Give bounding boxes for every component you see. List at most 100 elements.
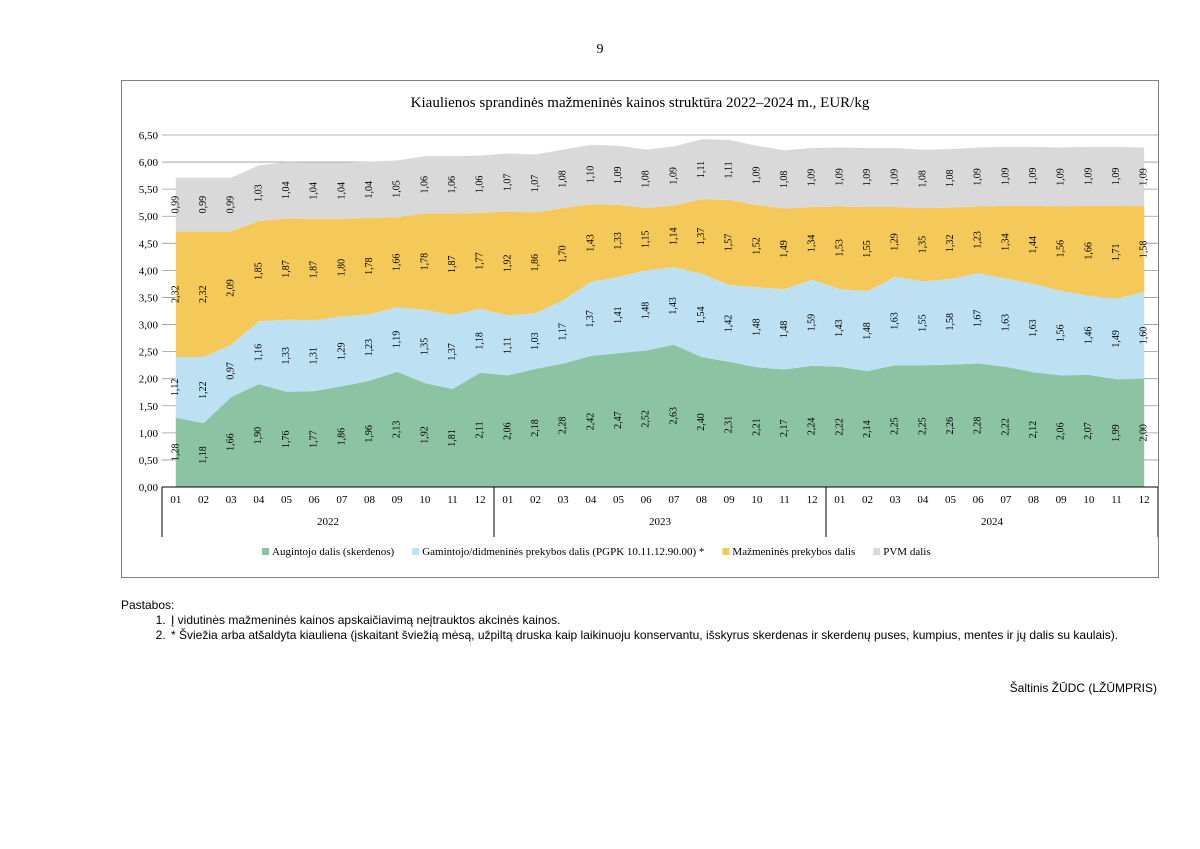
data-label: 1,63 — [1028, 319, 1039, 337]
data-label: 1,87 — [447, 255, 458, 273]
x-tick-label: 09 — [392, 494, 404, 506]
data-label: 1,06 — [447, 176, 458, 194]
source-note: Šaltinis ŽŪDC (LŽŪMPRIS) — [1009, 681, 1157, 695]
data-label: 2,06 — [502, 422, 513, 440]
data-label: 1,04 — [364, 181, 375, 199]
x-tick-label: 06 — [309, 494, 321, 506]
data-label: 1,63 — [1000, 314, 1011, 332]
data-label: 1,33 — [281, 347, 292, 365]
data-label: 1,66 — [226, 433, 237, 451]
data-label: 1,85 — [253, 262, 264, 280]
y-tick-label: 6,00 — [139, 157, 159, 169]
area-series-3 — [175, 199, 1145, 357]
data-label: 1,77 — [475, 252, 486, 270]
data-label: 2,13 — [392, 421, 403, 439]
x-tick-label: 06 — [973, 494, 985, 506]
data-label: 1,70 — [558, 245, 569, 263]
data-label-layer: 1,28 1,18 1,66 1,90 1,76 1,77 1,86 1,96 2,13 1,92… — [170, 161, 1149, 464]
legend-label: Gamintojo/didmeninės prekybos dalis (PGP… — [422, 546, 704, 558]
data-label: 2,25 — [917, 417, 928, 435]
data-label: 1,33 — [613, 232, 624, 250]
data-label: 1,48 — [862, 322, 873, 340]
data-label: 1,63 — [890, 312, 901, 330]
x-tick-label: 12 — [1139, 494, 1150, 506]
data-label: 1,78 — [364, 257, 375, 275]
data-label: 1,66 — [1083, 242, 1094, 260]
data-label: 1,37 — [447, 343, 458, 361]
x-tick-label: 11 — [447, 494, 458, 506]
data-label: 1,23 — [973, 231, 984, 249]
x-tick-label: 08 — [364, 494, 376, 506]
x-tick-label: 09 — [724, 494, 736, 506]
x-tick-label: 11 — [1111, 494, 1122, 506]
data-label: 1,37 — [696, 228, 707, 246]
data-label: 1,76 — [281, 431, 292, 449]
x-tick-label: 01 — [170, 494, 181, 506]
x-tick-label: 01 — [834, 494, 845, 506]
data-label: 0,99 — [226, 196, 237, 214]
data-label: 1,32 — [945, 235, 956, 253]
data-label: 1,11 — [502, 337, 513, 354]
data-label: 2,25 — [890, 417, 901, 435]
area-series-1 — [175, 344, 1145, 487]
data-label: 1,09 — [613, 167, 624, 185]
data-label: 0,97 — [226, 362, 237, 380]
x-tick-label: 02 — [198, 494, 209, 506]
data-label: 1,66 — [392, 254, 403, 272]
y-tick-label: 1,50 — [139, 401, 159, 413]
data-label: 1,11 — [696, 161, 707, 178]
chart-title: Kiaulienos sprandinės mažmeninės kainos … — [411, 95, 870, 111]
y-tick-label: 3,00 — [139, 320, 159, 332]
notes-list: Į vidutinės mažmeninės kainos apskaičiav… — [121, 613, 1161, 643]
y-tick-label: 5,00 — [139, 211, 159, 223]
data-label: 1,54 — [696, 307, 707, 325]
y-tick-label: 2,50 — [139, 347, 159, 359]
data-label: 1,12 — [170, 379, 181, 397]
data-label: 1,18 — [475, 332, 486, 350]
x-tick-label: 04 — [917, 494, 929, 506]
data-label: 2,42 — [585, 413, 596, 431]
data-label: 1,71 — [1111, 243, 1122, 261]
data-label: 2,06 — [1056, 422, 1067, 440]
data-label: 1,22 — [198, 381, 209, 399]
data-label: 1,19 — [392, 331, 403, 349]
data-label: 0,99 — [198, 196, 209, 214]
data-label: 1,58 — [1139, 241, 1150, 258]
data-label: 1,28 — [170, 444, 181, 462]
data-label: 2,00 — [1139, 424, 1150, 442]
data-label: 1,16 — [253, 344, 264, 362]
data-label: 2,11 — [475, 421, 486, 438]
data-label: 1,08 — [917, 170, 928, 188]
data-label: 1,29 — [890, 233, 901, 251]
data-label: 1,08 — [779, 171, 790, 189]
data-label: 1,09 — [807, 169, 818, 187]
data-label: 1,04 — [309, 182, 320, 200]
data-label: 1,90 — [253, 427, 264, 445]
data-label: 2,63 — [668, 407, 679, 425]
data-label: 1,09 — [668, 167, 679, 185]
data-label: 2,24 — [807, 418, 818, 436]
data-label: 1,44 — [1028, 236, 1039, 254]
legend-swatch — [873, 548, 881, 555]
data-label: 2,32 — [170, 285, 181, 303]
data-label: 1,55 — [862, 240, 873, 258]
x-tick-label: 09 — [1056, 494, 1068, 506]
data-label: 1,09 — [1000, 168, 1011, 186]
x-tick-label: 04 — [585, 494, 597, 506]
data-label: 1,35 — [917, 236, 928, 254]
y-tick-label: 4,00 — [139, 265, 159, 277]
y-tick-label: 5,50 — [139, 184, 159, 196]
x-tick-label: 01 — [502, 494, 513, 506]
x-year-label: 2023 — [649, 516, 672, 528]
x-tick-label: 05 — [945, 494, 957, 506]
x-tick-label: 03 — [558, 494, 570, 506]
data-label: 1,43 — [834, 319, 845, 337]
x-tick-label: 03 — [226, 494, 238, 506]
data-label: 1,09 — [1139, 168, 1150, 186]
data-label: 0,99 — [170, 196, 181, 214]
x-tick-label: 05 — [281, 494, 293, 506]
data-label: 1,92 — [419, 426, 430, 444]
data-label: 1,43 — [668, 297, 679, 315]
x-tick-label: 08 — [1028, 494, 1040, 506]
data-label: 1,03 — [253, 184, 264, 202]
